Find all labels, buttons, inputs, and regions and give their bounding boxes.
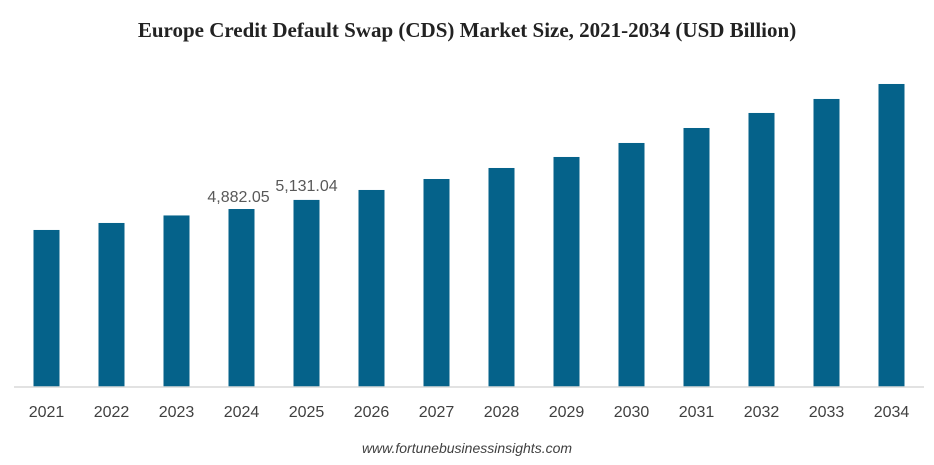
x-tick-2031: 2031 [679, 404, 715, 421]
bar-2026 [358, 189, 385, 387]
data-label-2025: 5,131.04 [275, 178, 337, 195]
x-tick-2034: 2034 [874, 404, 910, 421]
x-tick-2032: 2032 [744, 404, 780, 421]
bar-2023 [163, 215, 190, 387]
x-tick-2029: 2029 [549, 404, 585, 421]
x-tick-2026: 2026 [354, 404, 390, 421]
x-tick-2022: 2022 [94, 404, 130, 421]
bar-2031 [683, 127, 710, 388]
bar-2034 [878, 83, 905, 387]
bar-2024 [228, 209, 255, 387]
x-tick-2023: 2023 [159, 404, 195, 421]
x-tick-2030: 2030 [614, 404, 650, 421]
bar-2025 [293, 199, 320, 387]
data-label-2024: 4,882.05 [207, 189, 269, 206]
x-tick-2025: 2025 [289, 404, 325, 421]
x-tick-2021: 2021 [29, 404, 65, 421]
source-text: www.fortunebusinessinsights.com [362, 440, 572, 456]
bar-2029 [553, 156, 580, 387]
x-tick-2033: 2033 [809, 404, 845, 421]
bar-2027 [423, 178, 450, 387]
chart-title: Europe Credit Default Swap (CDS) Market … [138, 18, 796, 42]
bar-2033 [813, 98, 840, 387]
bar-2030 [618, 142, 645, 387]
x-tick-2027: 2027 [419, 404, 455, 421]
bar-2028 [488, 167, 515, 387]
x-tick-2024: 2024 [224, 404, 260, 421]
bar-2022 [98, 222, 125, 387]
x-tick-2028: 2028 [484, 404, 520, 421]
bar-2032 [748, 112, 775, 387]
bar-2021 [33, 229, 60, 387]
